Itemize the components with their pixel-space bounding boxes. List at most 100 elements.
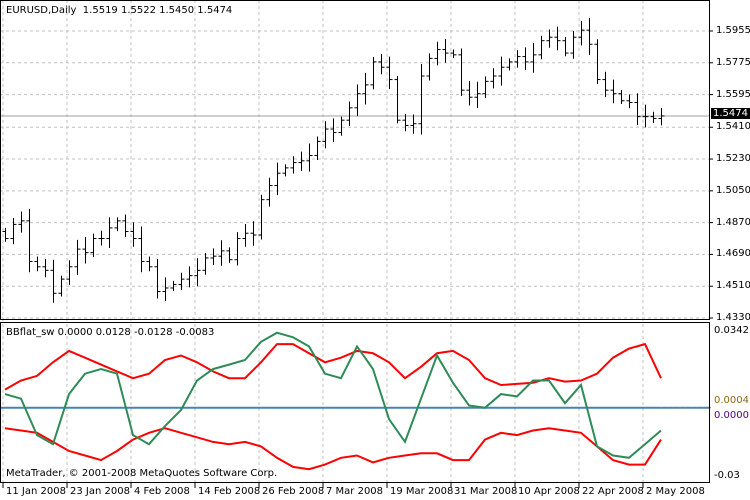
price-bars	[2, 18, 665, 303]
price-bar	[114, 217, 121, 232]
time-axis-label: 26 Feb 2008	[262, 486, 325, 497]
price-bar	[306, 143, 313, 172]
price-bar	[74, 239, 81, 276]
price-bar	[2, 227, 9, 242]
price-bar	[562, 37, 569, 57]
time-axis-label: 11 Jan 2008	[6, 486, 66, 497]
price-bar	[130, 222, 137, 247]
price-bar	[266, 177, 273, 207]
price-bar	[402, 113, 409, 132]
axis-ticks	[2, 30, 713, 488]
price-bar	[194, 258, 201, 287]
price-bar	[474, 81, 481, 109]
price-bar	[258, 194, 265, 240]
price-axis-label: 1.4690	[716, 248, 750, 260]
price-bar	[154, 259, 161, 299]
price-bar	[578, 20, 585, 46]
price-bar	[66, 260, 73, 285]
price-bar	[242, 224, 249, 247]
price-bar	[506, 58, 513, 71]
price-axis-label: 1.5775	[716, 56, 750, 68]
grid-lines	[0, 0, 709, 483]
time-axis-label: 7 Mar 2008	[326, 486, 384, 497]
price-bar	[626, 94, 633, 109]
time-axis-label: 19 Mar 2008	[390, 486, 454, 497]
price-bar	[386, 56, 393, 90]
price-bar	[170, 280, 177, 292]
price-axis-label: 1.5955	[716, 25, 750, 36]
price-axis-label: 1.5410	[716, 121, 750, 133]
indicator-axis-mid-a: 0.0004	[714, 395, 749, 406]
price-bar	[642, 104, 649, 128]
price-bar	[162, 277, 169, 302]
price-bar	[634, 93, 641, 125]
indicator-panel-border	[0, 322, 710, 483]
price-bar	[146, 256, 153, 272]
price-bar	[218, 240, 225, 266]
price-bar	[202, 253, 209, 275]
price-bar	[490, 68, 497, 89]
price-axis-label: 1.5230	[716, 153, 750, 165]
indicator-line-upper	[4, 342, 662, 391]
time-axis-label: 4 Feb 2008	[134, 486, 190, 497]
price-bar	[370, 56, 377, 90]
price-bar	[530, 42, 537, 73]
price-bar	[10, 218, 17, 245]
price-bar	[338, 116, 345, 136]
price-bar	[514, 50, 521, 68]
copyright-text: MetaTrader, © 2001-2008 MetaQuotes Softw…	[6, 468, 278, 479]
price-bar	[434, 41, 441, 66]
price-bar	[346, 101, 353, 126]
main-panel-border	[0, 0, 710, 320]
indicator-axis-top: 0.0342	[714, 325, 749, 336]
price-bar	[498, 56, 505, 86]
price-bar	[394, 76, 401, 124]
indicator-axis-bottom: -0.03	[714, 470, 740, 481]
price-bar	[594, 39, 601, 85]
price-bar	[98, 230, 105, 246]
time-axis-label: 10 Apr 2008	[518, 486, 580, 497]
indicator-axis-mid-b: 0.0000	[714, 410, 749, 421]
price-bar	[290, 156, 297, 174]
price-bar	[570, 30, 577, 59]
time-axis-label: 23 Jan 2008	[70, 486, 130, 497]
price-bar	[650, 111, 657, 123]
price-bar	[658, 108, 665, 126]
price-axis-label: 1.4870	[716, 216, 750, 228]
price-bar	[466, 80, 473, 106]
price-bar	[330, 118, 337, 143]
price-bar	[482, 76, 489, 99]
price-axis-label: 1.5595	[716, 88, 750, 100]
price-bar	[426, 53, 433, 81]
time-axis-label: 22 Apr 2008	[582, 486, 644, 497]
price-bar	[458, 48, 465, 96]
price-bar	[34, 256, 41, 272]
price-bar	[282, 164, 289, 177]
price-bar	[42, 259, 49, 278]
indicator-line-lower	[4, 427, 662, 471]
price-bar	[522, 47, 529, 71]
price-bar	[314, 136, 321, 160]
price-bar	[410, 114, 417, 134]
price-bar	[274, 162, 281, 196]
ohlc-values: 1.5519 1.5522 1.5450 1.5474	[82, 5, 233, 16]
price-bar	[618, 90, 625, 104]
price-bar	[362, 72, 369, 105]
price-bar	[554, 26, 561, 51]
price-bar	[250, 221, 257, 246]
price-bar	[442, 38, 449, 63]
price-bar	[58, 275, 65, 297]
price-bar	[210, 248, 217, 265]
price-axis-label: 1.4330	[716, 312, 750, 323]
price-axis-label: 1.5050	[716, 184, 750, 196]
price-bar	[586, 18, 593, 56]
price-bar	[450, 49, 457, 59]
indicator-line-signal	[4, 331, 662, 459]
price-bar	[90, 233, 97, 258]
price-bar	[602, 71, 609, 98]
price-bar	[138, 226, 145, 273]
price-bar	[50, 259, 57, 303]
price-bar	[82, 237, 89, 264]
price-bar	[26, 208, 33, 273]
